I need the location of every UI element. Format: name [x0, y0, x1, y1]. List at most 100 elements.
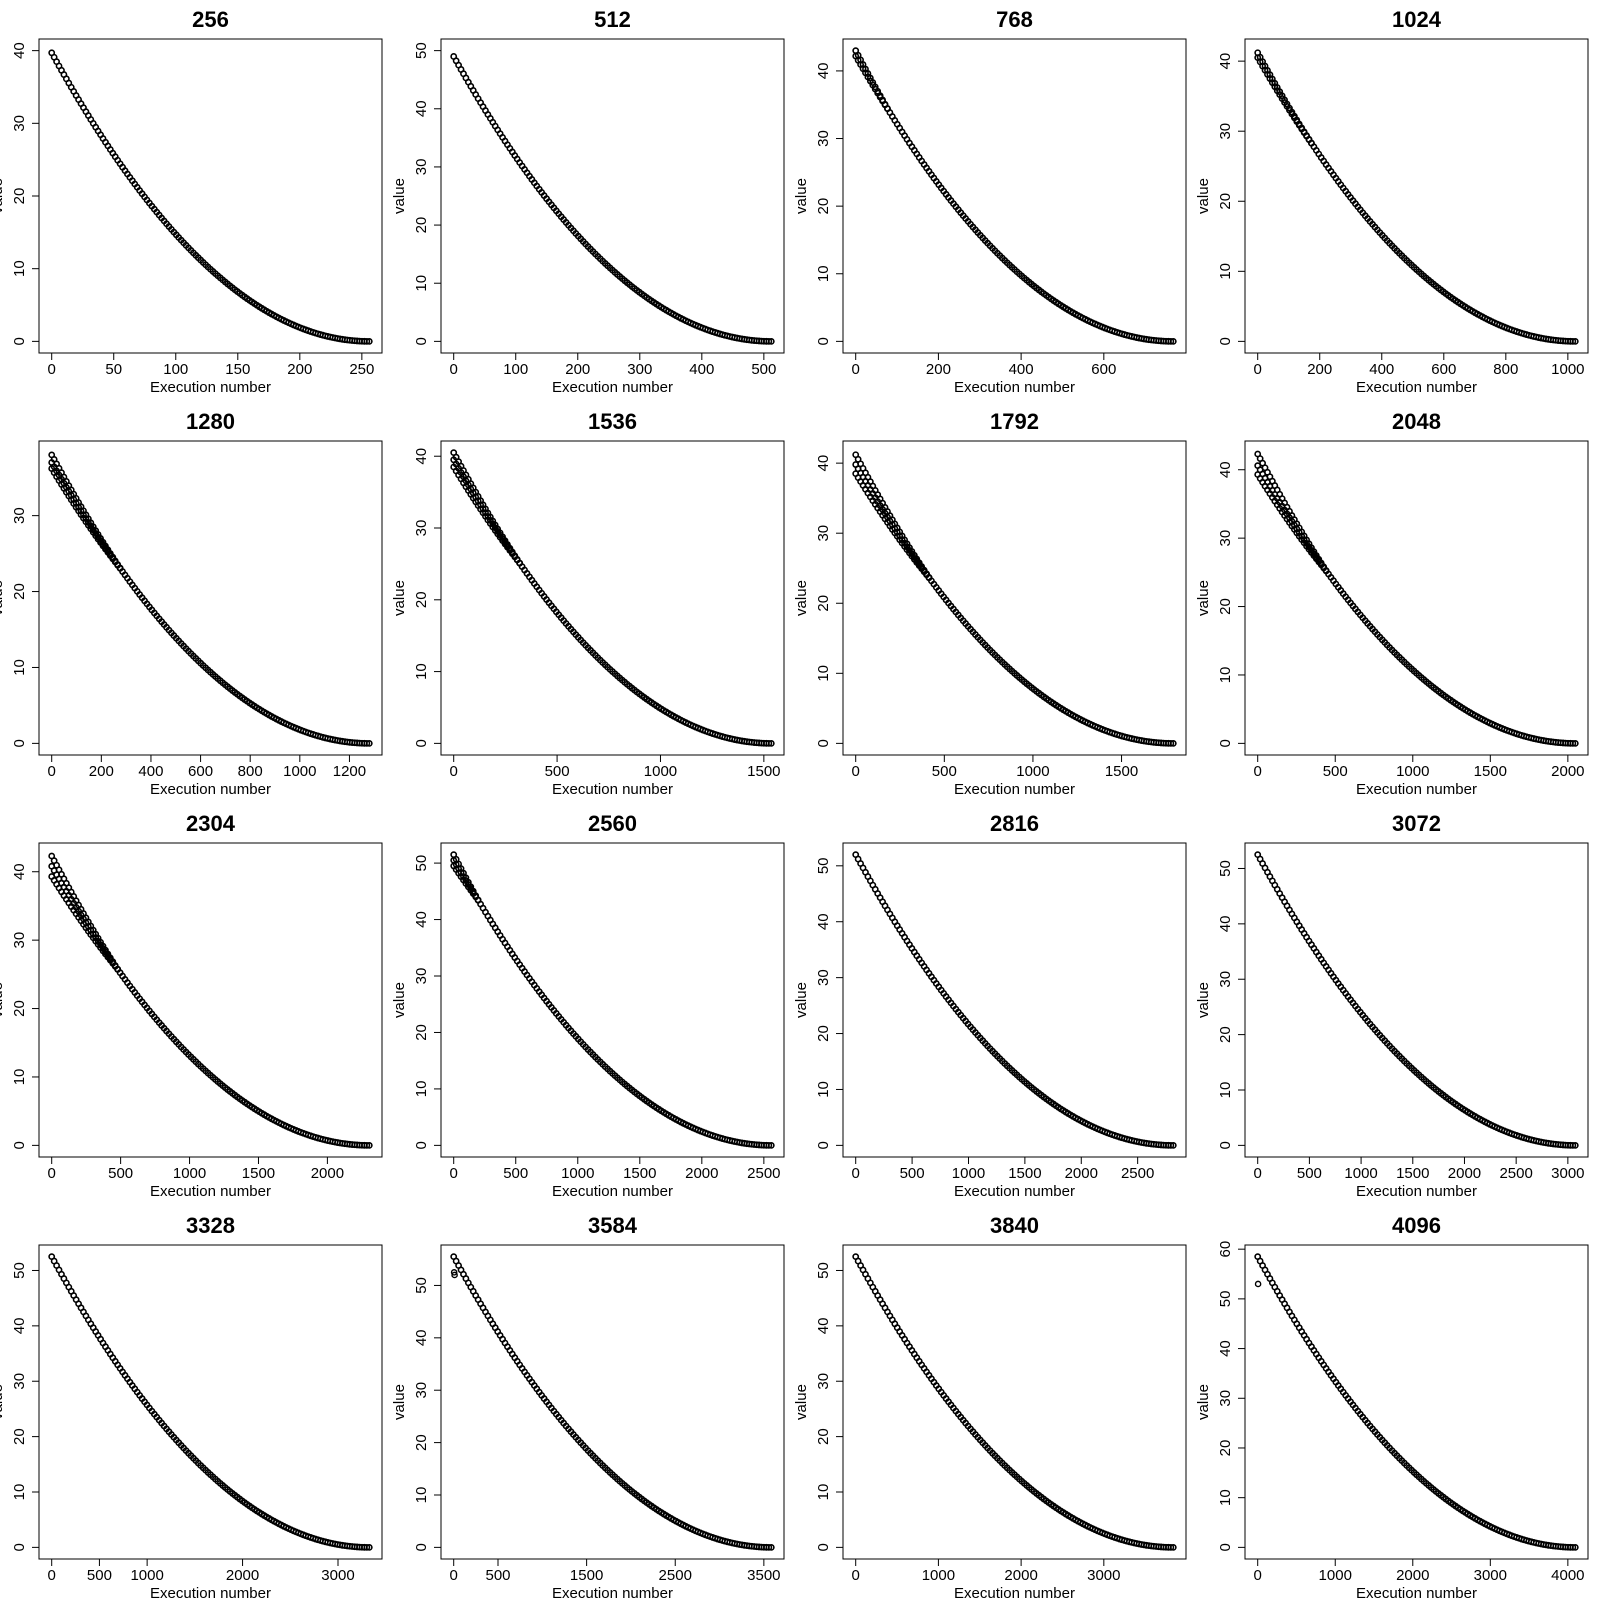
data-point	[1569, 337, 1577, 345]
x-tick-label: 3000	[1474, 1567, 1507, 1584]
y-axis-label: value	[0, 1384, 6, 1420]
x-tick-label: 1000	[1016, 763, 1049, 780]
panel-512: 512 0 100 200 300 400 500 0 10 20 30 40 50 Execution …	[391, 7, 785, 396]
x-tick-label: 4000	[1551, 1567, 1584, 1584]
x-tick-label: 1000	[1319, 1567, 1352, 1584]
x-axis-label: Execution number	[1356, 1183, 1477, 1200]
plot-frame	[842, 440, 1187, 756]
x-tick-label: 0	[852, 1567, 860, 1584]
x-tick-label: 200	[1307, 361, 1332, 378]
x-tick-label: 1500	[747, 763, 780, 780]
y-tick-label: 40	[815, 455, 832, 472]
y-tick-label: 50	[11, 1262, 28, 1279]
y-tick-label: 10	[815, 1081, 832, 1098]
data-points	[852, 47, 1177, 345]
panel-title: 1536	[588, 409, 637, 434]
x-tick-label: 600	[188, 763, 213, 780]
y-tick-label: 20	[11, 1428, 28, 1445]
y-tick-label: 40	[1217, 916, 1234, 933]
y-tick-label: 30	[413, 520, 430, 537]
panel-1024: 1024 0 200 400 600 800 1000 0 10 20 30 40 Execution …	[1195, 7, 1589, 396]
y-tick-label: 20	[413, 1434, 430, 1451]
panel-title: 3840	[990, 1213, 1039, 1238]
x-tick-label: 2000	[1004, 1567, 1037, 1584]
x-axis-label: Execution number	[552, 379, 673, 396]
x-tick-label: 500	[1297, 1165, 1322, 1182]
y-tick-label: 50	[815, 857, 832, 874]
data-point	[1169, 337, 1177, 345]
panel-2816: 2816 0 500 1000 1500 2000 2500 0 10 20 30 40 50 Execu…	[793, 811, 1187, 1200]
y-tick-label: 10	[815, 1484, 832, 1501]
y-tick-label: 20	[413, 591, 430, 608]
x-tick-label: 400	[1369, 361, 1394, 378]
x-tick-label: 1500	[1474, 763, 1507, 780]
panel-768: 768 0 200 400 600 0 10 20 30 40 Execution number va…	[793, 7, 1187, 396]
data-point	[1169, 1141, 1177, 1149]
x-tick-label: 1000	[1396, 763, 1429, 780]
data-point	[1571, 1543, 1579, 1551]
y-tick-label: 0	[11, 739, 28, 747]
y-tick-label: 20	[1217, 1440, 1234, 1457]
outlier-point	[1254, 1280, 1262, 1288]
plot-frame	[1244, 440, 1589, 756]
y-tick-label: 40	[11, 42, 28, 59]
data-point	[363, 739, 371, 747]
x-tick-label: 500	[108, 1165, 133, 1182]
data-point	[365, 1543, 373, 1551]
panel-title: 1280	[186, 409, 235, 434]
x-tick-label: 400	[138, 763, 163, 780]
y-tick-label: 0	[413, 1141, 430, 1149]
data-point	[1571, 337, 1579, 345]
y-axis-label: value	[1195, 1384, 1212, 1420]
y-tick-label: 10	[413, 1081, 430, 1098]
data-points	[852, 851, 1177, 1149]
outlier-point	[450, 1269, 458, 1276]
y-axis-label: value	[391, 982, 408, 1018]
y-tick-label: 30	[413, 968, 430, 985]
plot-frame	[38, 842, 383, 1158]
y-tick-label: 40	[815, 1318, 832, 1335]
x-tick-label: 2500	[1121, 1165, 1154, 1182]
data-point	[365, 1141, 373, 1149]
x-axis-label: Execution number	[1356, 379, 1477, 396]
x-tick-label: 1000	[130, 1567, 163, 1584]
x-tick-label: 2000	[311, 1165, 344, 1182]
y-tick-label: 30	[11, 932, 28, 949]
y-tick-label: 30	[413, 1382, 430, 1399]
panel-title: 768	[996, 7, 1033, 32]
x-axis-label: Execution number	[954, 781, 1075, 798]
plot-frame	[440, 38, 785, 354]
y-tick-label: 10	[11, 1484, 28, 1501]
y-axis-label: value	[391, 580, 408, 616]
x-tick-label: 0	[48, 1567, 56, 1584]
x-tick-label: 3000	[1087, 1567, 1120, 1584]
plot-frame	[842, 1244, 1187, 1560]
data-points	[1254, 851, 1579, 1149]
y-tick-label: 20	[1217, 1026, 1234, 1043]
x-tick-label: 2500	[659, 1567, 692, 1584]
y-tick-label: 10	[413, 663, 430, 680]
y-tick-label: 30	[1217, 1390, 1234, 1407]
x-tick-label: 3500	[747, 1567, 780, 1584]
x-tick-label: 1200	[333, 763, 366, 780]
y-tick-label: 30	[11, 1373, 28, 1390]
x-tick-label: 1000	[922, 1567, 955, 1584]
panel-title: 2560	[588, 811, 637, 836]
y-tick-label: 30	[1217, 123, 1234, 140]
y-tick-label: 30	[413, 159, 430, 176]
data-points	[852, 1253, 1177, 1551]
data-point	[765, 739, 773, 747]
x-tick-label: 500	[87, 1567, 112, 1584]
data-points	[450, 449, 775, 747]
x-tick-label: 600	[1431, 361, 1456, 378]
data-points	[48, 451, 373, 747]
y-tick-label: 20	[413, 217, 430, 234]
plot-frame	[440, 440, 785, 756]
data-point	[1571, 1141, 1579, 1149]
y-tick-label: 0	[815, 337, 832, 345]
y-tick-label: 0	[1217, 1543, 1234, 1551]
y-tick-label: 40	[1217, 1340, 1234, 1357]
y-tick-label: 20	[1217, 193, 1234, 210]
panel-title: 2304	[186, 811, 236, 836]
y-tick-label: 50	[1217, 860, 1234, 877]
